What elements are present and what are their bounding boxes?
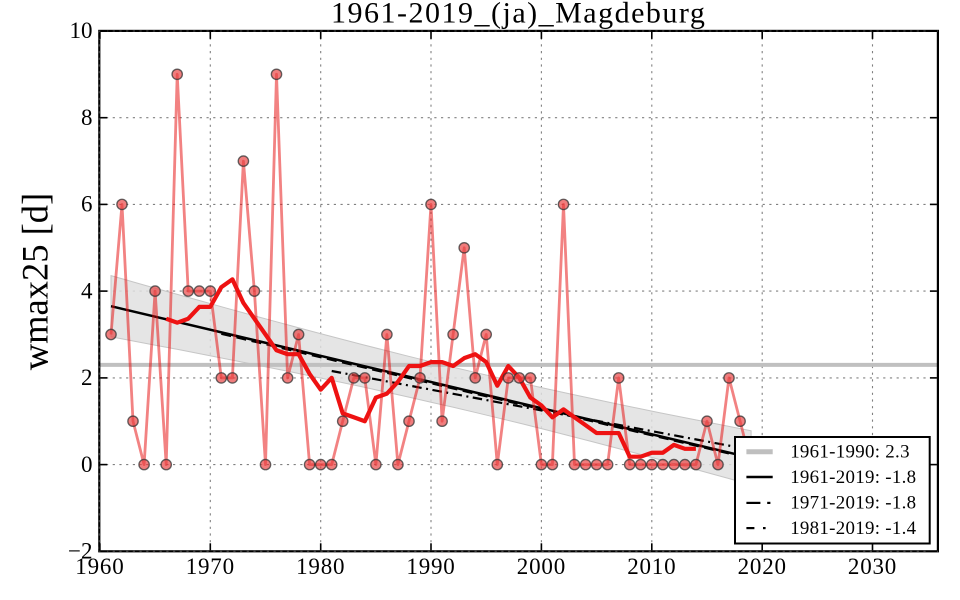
svg-text:2020: 2020	[738, 554, 787, 579]
svg-text:2010: 2010	[627, 554, 676, 579]
svg-text:6: 6	[81, 192, 93, 217]
svg-text:1971-2019: -1.8: 1971-2019: -1.8	[790, 493, 916, 514]
svg-text:1981-2019: -1.4: 1981-2019: -1.4	[790, 518, 916, 539]
svg-text:2: 2	[81, 365, 93, 390]
svg-text:0: 0	[81, 452, 93, 477]
svg-text:8: 8	[81, 105, 93, 130]
svg-text:1960: 1960	[75, 554, 124, 579]
svg-text:1961-1990: 2.3: 1961-1990: 2.3	[790, 442, 910, 463]
svg-text:2000: 2000	[517, 554, 566, 579]
svg-text:1970: 1970	[186, 554, 235, 579]
svg-text:1980: 1980	[296, 554, 345, 579]
svg-text:1961-2019: -1.8: 1961-2019: -1.8	[790, 467, 916, 488]
svg-text:2030: 2030	[848, 554, 897, 579]
svg-text:4: 4	[81, 278, 93, 303]
svg-text:1961-2019_(ja)_Magdeburg: 1961-2019_(ja)_Magdeburg	[331, 0, 706, 29]
svg-text:wmax25 [d]: wmax25 [d]	[14, 193, 55, 370]
svg-text:1990: 1990	[406, 554, 455, 579]
svg-text:−2: −2	[68, 539, 92, 564]
svg-text:10: 10	[70, 18, 93, 43]
